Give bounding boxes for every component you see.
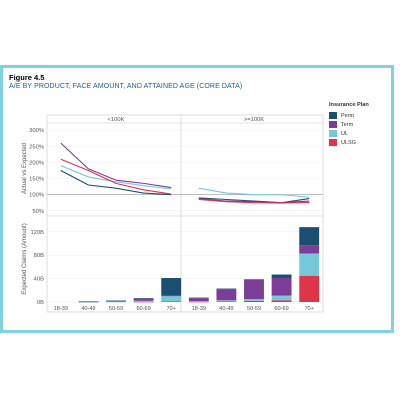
x-tick-label: 60-69 xyxy=(136,306,150,312)
bar-segment-ul-under-100k xyxy=(161,296,181,301)
bar-y-tick-label: 80B xyxy=(34,253,44,259)
legend-label: Term xyxy=(341,122,353,128)
bar-segment-ul-under-100k xyxy=(106,302,126,303)
bar-segment-term-under-100k xyxy=(161,295,181,296)
x-tick-label: 18-39 xyxy=(192,306,206,312)
line-series-term-under-100k xyxy=(61,143,171,187)
legend-label: Perm xyxy=(341,113,354,119)
line-series-ul-100k-plus xyxy=(199,188,309,197)
bar-segment-term-100k-plus xyxy=(244,280,264,299)
bar-segment-term-under-100k xyxy=(134,300,154,301)
x-tick-label: 18-39 xyxy=(54,306,68,312)
bar-segment-ulsg-under-100k xyxy=(134,302,154,303)
bar-segment-perm-100k-plus xyxy=(272,275,292,279)
bar-y-axis-label: Expected Claims (Amount) xyxy=(22,223,28,294)
bar-segment-perm-under-100k xyxy=(161,278,181,295)
figure-frame: Figure 4.5 A/E BY PRODUCT, FACE AMOUNT, … xyxy=(0,65,394,333)
x-tick-label: 70+ xyxy=(304,306,314,312)
legend-item-perm: Perm xyxy=(329,111,369,120)
bar-segment-perm-100k-plus xyxy=(299,227,319,245)
line-y-tick-label: 100% xyxy=(29,193,44,199)
x-tick-label: 60-69 xyxy=(274,306,288,312)
bar-segment-ul-100k-plus xyxy=(299,253,319,275)
bar-y-tick-label: 0B xyxy=(37,300,44,306)
line-y-tick-label: 50% xyxy=(32,209,44,215)
bar-segment-perm-under-100k xyxy=(78,301,98,302)
x-tick-label: 40-49 xyxy=(81,306,95,312)
legend-item-ulsg: ULSG xyxy=(329,138,369,147)
column-header-under-100k: <100K xyxy=(108,117,125,123)
bar-y-tick-label: 120B xyxy=(30,230,44,236)
bar-segment-ul-100k-plus xyxy=(244,299,264,301)
bar-segment-term-100k-plus xyxy=(272,278,292,296)
bar-segment-term-100k-plus xyxy=(299,245,319,253)
bar-segment-perm-100k-plus xyxy=(189,298,209,299)
column-header-100k-plus: >=100K xyxy=(244,117,264,123)
legend-swatch xyxy=(329,130,337,137)
bar-segment-perm-100k-plus xyxy=(244,279,264,280)
line-series-ulsg-under-100k xyxy=(61,159,171,194)
bar-segment-ulsg-100k-plus xyxy=(299,276,319,302)
bar-segment-ulsg-100k-plus xyxy=(244,301,264,302)
bar-segment-perm-100k-plus xyxy=(216,289,236,290)
line-y-tick-label: 250% xyxy=(29,144,44,150)
line-y-tick-label: 150% xyxy=(29,177,44,183)
bar-segment-ulsg-100k-plus xyxy=(272,300,292,302)
bar-y-tick-label: 40B xyxy=(34,277,44,283)
bar-segment-term-under-100k xyxy=(106,301,126,302)
bar-segment-ul-100k-plus xyxy=(272,296,292,301)
line-y-tick-label: 200% xyxy=(29,160,44,166)
bar-segment-term-100k-plus xyxy=(189,298,209,301)
legend-swatch xyxy=(329,139,337,146)
legend-title: Insurance Plan xyxy=(329,102,369,108)
bar-segment-ulsg-100k-plus xyxy=(216,301,236,302)
legend-label: ULSG xyxy=(341,140,356,146)
line-y-tick-label: 300% xyxy=(29,128,44,134)
line-y-axis-label: Actual vs Expected xyxy=(22,143,28,194)
legend-item-ul: UL xyxy=(329,129,369,138)
bar-segment-ulsg-100k-plus xyxy=(189,302,209,303)
x-tick-label: 50-59 xyxy=(109,306,123,312)
bar-segment-ul-100k-plus xyxy=(216,300,236,301)
bar-segment-perm-under-100k xyxy=(106,301,126,302)
legend-item-term: Term xyxy=(329,120,369,129)
legend-swatch xyxy=(329,121,337,128)
bar-segment-ulsg-under-100k xyxy=(161,301,181,302)
legend-swatch xyxy=(329,112,337,119)
bar-segment-ul-100k-plus xyxy=(189,301,209,302)
bar-segment-perm-under-100k xyxy=(134,298,154,299)
bar-segment-ul-under-100k xyxy=(134,301,154,302)
bar-segment-term-100k-plus xyxy=(216,289,236,300)
legend-label: UL xyxy=(341,131,348,137)
x-tick-label: 70+ xyxy=(166,306,176,312)
legend: Insurance Plan Perm Term UL ULSG xyxy=(329,102,369,147)
x-tick-label: 50-59 xyxy=(247,306,261,312)
x-tick-label: 40-49 xyxy=(219,306,233,312)
